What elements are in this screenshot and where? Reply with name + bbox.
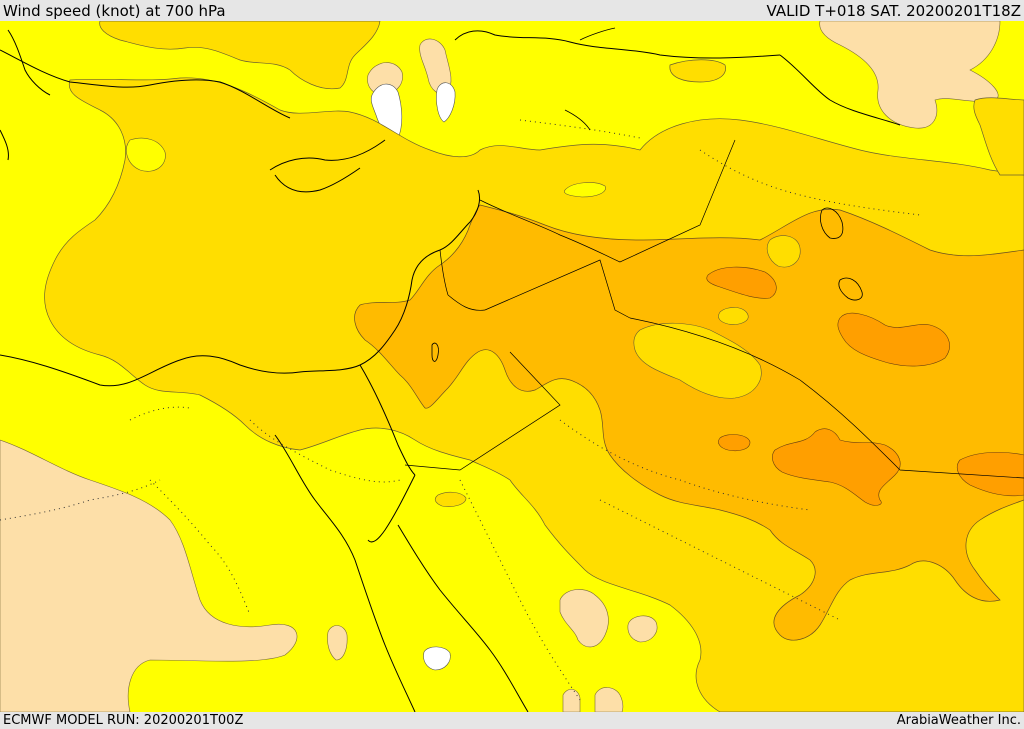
water-bodies <box>431 27 863 362</box>
band-30-40-island-a <box>633 322 762 399</box>
band-30-40-ne <box>669 59 726 83</box>
band-10-20-s <box>559 589 609 648</box>
band-10-20-s4 <box>594 687 624 712</box>
band-10-20-s5 <box>562 689 581 712</box>
band-30-40-island-b <box>766 235 801 268</box>
band-50-60-e <box>718 434 751 452</box>
band-20-30-island-a <box>564 182 606 198</box>
header-bar: Wind speed (knot) at 700 hPa VALID T+018… <box>0 0 1024 21</box>
band-10-20-sw <box>0 439 298 712</box>
valid-time: VALID T+018 SAT. 20200201T18Z <box>766 2 1021 20</box>
band-50-60-b <box>837 312 950 367</box>
footer-bar: ECMWF MODEL RUN: 20200201T00Z ArabiaWeat… <box>0 712 1024 729</box>
admin-lines <box>0 119 921 701</box>
band-10-20-s3 <box>327 625 348 661</box>
band-0-10-b <box>436 82 456 123</box>
map-title: Wind speed (knot) at 700 hPa <box>3 2 226 20</box>
band-30-40-island-c <box>718 307 749 325</box>
band-30-40-north <box>99 21 381 90</box>
band-10-20-ne <box>819 21 1001 129</box>
band-50-60-c <box>772 428 901 506</box>
band-20-30-island-b <box>126 137 166 172</box>
credit: ArabiaWeather Inc. <box>896 713 1021 728</box>
model-run: ECMWF MODEL RUN: 20200201T00Z <box>3 713 244 728</box>
band-50-60-a <box>706 266 777 299</box>
coastlines <box>0 29 901 712</box>
band-30-40-e <box>973 97 1024 176</box>
band-30-40-island-d <box>434 491 467 507</box>
wind-speed-map <box>0 21 1024 712</box>
band-0-10-c <box>423 646 451 671</box>
band-10-20-s2 <box>627 615 658 643</box>
borders <box>404 139 1024 479</box>
